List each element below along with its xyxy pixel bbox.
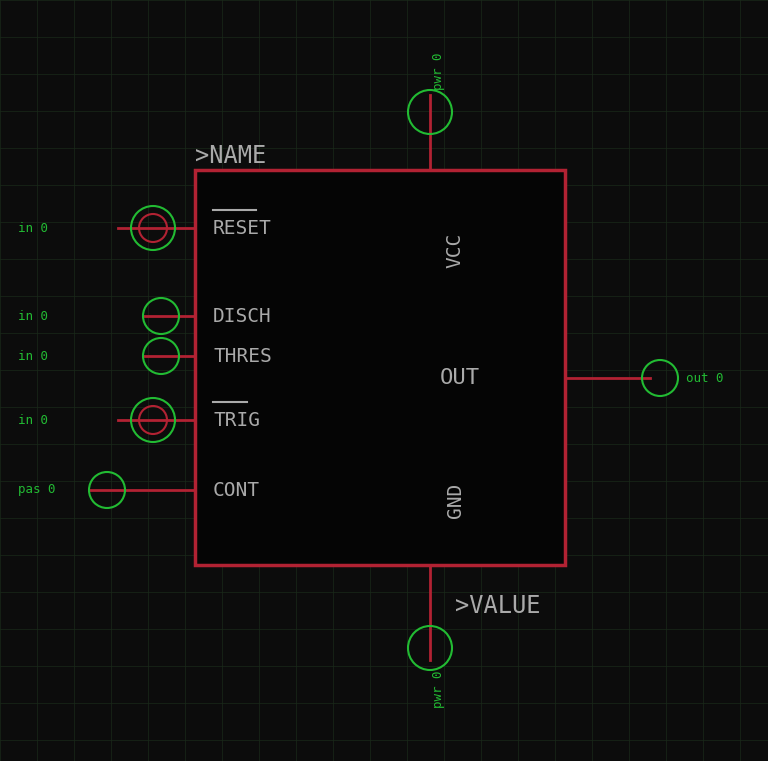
Text: OUT: OUT	[440, 368, 480, 388]
Text: VCC: VCC	[445, 232, 465, 268]
Text: pwr 0: pwr 0	[432, 670, 445, 708]
Text: RESET: RESET	[213, 218, 272, 237]
Text: GND: GND	[445, 482, 465, 517]
Text: TRIG: TRIG	[213, 410, 260, 429]
Text: DISCH: DISCH	[213, 307, 272, 326]
Text: out 0: out 0	[686, 371, 723, 384]
Text: pwr 0: pwr 0	[432, 53, 445, 90]
Text: pas 0: pas 0	[18, 483, 55, 496]
Text: >VALUE: >VALUE	[455, 594, 541, 618]
Text: in 0: in 0	[18, 413, 48, 426]
Text: THRES: THRES	[213, 346, 272, 365]
Text: CONT: CONT	[213, 480, 260, 499]
Bar	[195, 170, 565, 565]
Text: >NAME: >NAME	[195, 144, 266, 168]
Text: in 0: in 0	[18, 221, 48, 234]
Text: in 0: in 0	[18, 349, 48, 362]
Text: in 0: in 0	[18, 310, 48, 323]
